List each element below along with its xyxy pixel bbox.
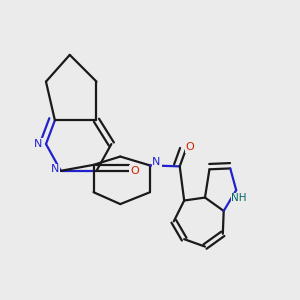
Text: N: N: [152, 158, 161, 167]
Text: N: N: [51, 164, 60, 174]
Text: N: N: [34, 139, 43, 149]
Text: O: O: [186, 142, 194, 152]
Text: NH: NH: [231, 194, 247, 203]
Text: O: O: [130, 166, 139, 176]
